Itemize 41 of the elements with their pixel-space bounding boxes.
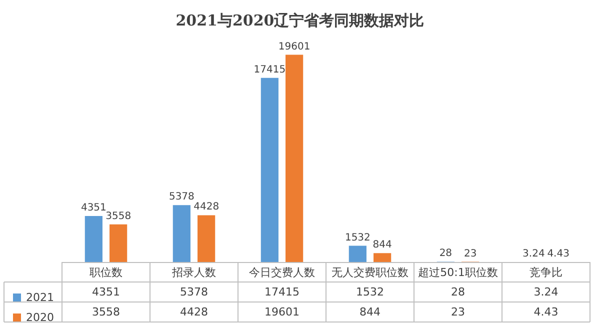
data-label: 3558 xyxy=(106,210,132,222)
bar xyxy=(172,205,190,262)
data-label: 23 xyxy=(464,248,477,260)
bar xyxy=(374,253,392,262)
text: 3.24 xyxy=(534,286,558,298)
x-tick-label: 今日交费人数 xyxy=(249,266,315,279)
legend-label: 2021 xyxy=(26,291,54,304)
chart-title: 2021与2020辽宁省考同期数据对比 xyxy=(176,12,424,30)
text: 4351 xyxy=(92,286,120,298)
bar xyxy=(198,215,216,262)
data-label: 5378 xyxy=(168,192,194,203)
text: 3558 xyxy=(92,306,120,318)
data-label: 1532 xyxy=(344,232,370,244)
x-tick-label: 无人交费职位数 xyxy=(332,266,408,279)
data-label: 4.43 xyxy=(547,248,570,260)
text: 1532 xyxy=(356,286,384,298)
text: 23 xyxy=(451,306,465,318)
data-label: 17415 xyxy=(254,64,286,76)
data-label: 3.24 xyxy=(522,248,545,260)
x-tick-label: 招录人数 xyxy=(171,266,216,279)
bar xyxy=(84,216,102,262)
bar xyxy=(286,54,304,262)
legend-label: 2020 xyxy=(26,311,54,324)
bar xyxy=(260,78,278,262)
bar xyxy=(110,224,128,262)
text: 4428 xyxy=(180,306,208,318)
text: 4.43 xyxy=(534,306,558,318)
data-label: 4428 xyxy=(194,202,220,213)
x-tick-label: 超过50:1职位数 xyxy=(418,266,498,279)
bar xyxy=(348,246,366,262)
text: 17415 xyxy=(264,286,300,298)
text: 28 xyxy=(451,286,465,298)
data-label: 4351 xyxy=(80,202,106,214)
text: 844 xyxy=(360,306,380,318)
text: 19601 xyxy=(264,306,300,318)
data-label: 844 xyxy=(372,240,392,251)
data-label: 19601 xyxy=(278,41,310,52)
data-label: 28 xyxy=(439,248,452,260)
text: 5378 xyxy=(180,286,208,298)
x-tick-label: 职位数 xyxy=(90,266,122,279)
x-tick-label: 竞争比 xyxy=(530,266,562,279)
